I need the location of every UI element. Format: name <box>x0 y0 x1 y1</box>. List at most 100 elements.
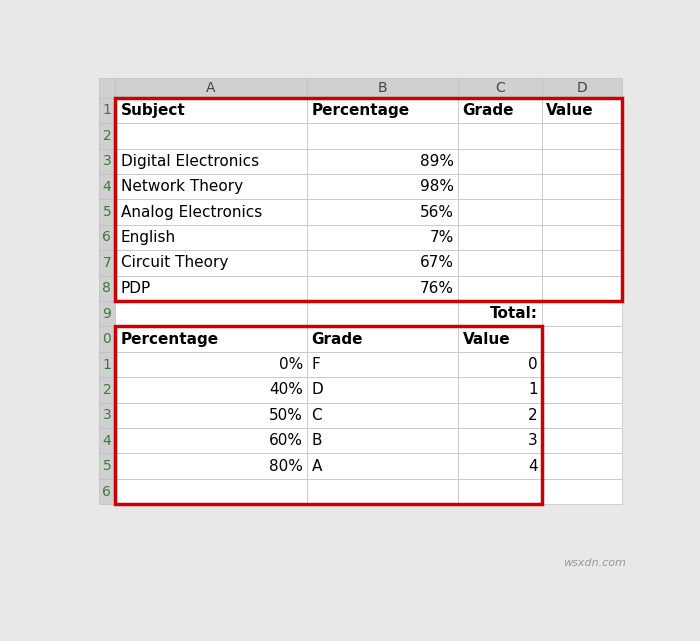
Text: 3: 3 <box>102 408 111 422</box>
Bar <box>307 250 458 276</box>
Bar <box>115 428 307 453</box>
Bar <box>458 352 542 377</box>
Text: 5: 5 <box>102 459 111 473</box>
Bar <box>99 428 115 453</box>
Text: 5: 5 <box>102 205 111 219</box>
Bar <box>99 352 115 377</box>
Bar <box>307 479 458 504</box>
Bar <box>307 301 458 326</box>
Bar <box>307 326 458 352</box>
Bar <box>458 250 542 276</box>
Text: 1: 1 <box>528 383 538 397</box>
Text: wsxdn.com: wsxdn.com <box>564 558 626 568</box>
Bar <box>99 403 115 428</box>
Text: Grade: Grade <box>463 103 514 118</box>
Bar <box>542 479 622 504</box>
Text: C: C <box>312 408 322 423</box>
Text: 7%: 7% <box>430 230 454 245</box>
Bar <box>115 225 307 250</box>
Bar <box>307 174 458 199</box>
Text: 80%: 80% <box>269 459 303 474</box>
Text: 76%: 76% <box>420 281 454 296</box>
Text: Value: Value <box>546 103 594 118</box>
Text: D: D <box>577 81 587 95</box>
Bar <box>542 174 622 199</box>
Text: Grade: Grade <box>312 331 363 347</box>
Bar <box>99 326 115 352</box>
Bar <box>458 326 542 352</box>
Bar <box>307 78 458 97</box>
Bar <box>458 479 542 504</box>
Text: 60%: 60% <box>269 433 303 448</box>
Bar <box>458 276 542 301</box>
Text: 8: 8 <box>102 281 111 296</box>
Bar <box>99 199 115 225</box>
Bar <box>542 225 622 250</box>
Bar <box>458 428 542 453</box>
Text: Network Theory: Network Theory <box>121 179 243 194</box>
Bar <box>115 123 307 149</box>
Bar <box>458 403 542 428</box>
Text: 4: 4 <box>102 179 111 194</box>
Bar <box>458 123 542 149</box>
Bar <box>542 276 622 301</box>
Text: B: B <box>312 433 322 448</box>
Bar <box>115 479 307 504</box>
Bar <box>458 78 542 97</box>
Bar <box>307 123 458 149</box>
Bar <box>307 199 458 225</box>
Bar <box>115 250 307 276</box>
Bar <box>458 174 542 199</box>
Text: 6: 6 <box>102 485 111 499</box>
Text: 1: 1 <box>102 103 111 117</box>
Bar <box>307 428 458 453</box>
Bar <box>99 97 115 123</box>
Bar <box>542 123 622 149</box>
Bar <box>458 149 542 174</box>
Bar <box>307 453 458 479</box>
Text: Value: Value <box>463 331 510 347</box>
Bar <box>99 174 115 199</box>
Bar <box>458 301 542 326</box>
Bar <box>542 149 622 174</box>
Bar <box>115 326 307 352</box>
Text: 98%: 98% <box>420 179 454 194</box>
Bar <box>307 403 458 428</box>
Text: D: D <box>312 383 323 397</box>
Bar <box>99 78 115 97</box>
Bar <box>99 225 115 250</box>
Text: 50%: 50% <box>269 408 303 423</box>
Text: Subject: Subject <box>121 103 186 118</box>
Bar <box>115 403 307 428</box>
Bar <box>99 250 115 276</box>
Bar <box>99 453 115 479</box>
Bar <box>542 199 622 225</box>
Text: 3: 3 <box>102 154 111 168</box>
Bar <box>458 225 542 250</box>
Bar <box>542 97 622 123</box>
Text: 2: 2 <box>102 383 111 397</box>
Text: 1: 1 <box>102 358 111 372</box>
Text: 4: 4 <box>102 434 111 448</box>
Bar <box>458 453 542 479</box>
Bar <box>115 97 622 301</box>
Bar <box>542 326 622 352</box>
Text: 2: 2 <box>102 129 111 143</box>
Bar <box>99 123 115 149</box>
Bar <box>307 276 458 301</box>
Text: 4: 4 <box>528 459 538 474</box>
Bar <box>115 352 307 377</box>
Text: PDP: PDP <box>121 281 151 296</box>
Bar <box>542 250 622 276</box>
Bar <box>115 149 307 174</box>
Bar <box>99 276 115 301</box>
Bar <box>99 479 115 504</box>
Bar <box>542 377 622 403</box>
Bar <box>542 428 622 453</box>
Bar <box>307 97 458 123</box>
Bar <box>115 326 542 504</box>
Text: A: A <box>206 81 216 95</box>
Bar <box>307 377 458 403</box>
Bar <box>115 174 307 199</box>
Bar <box>307 149 458 174</box>
